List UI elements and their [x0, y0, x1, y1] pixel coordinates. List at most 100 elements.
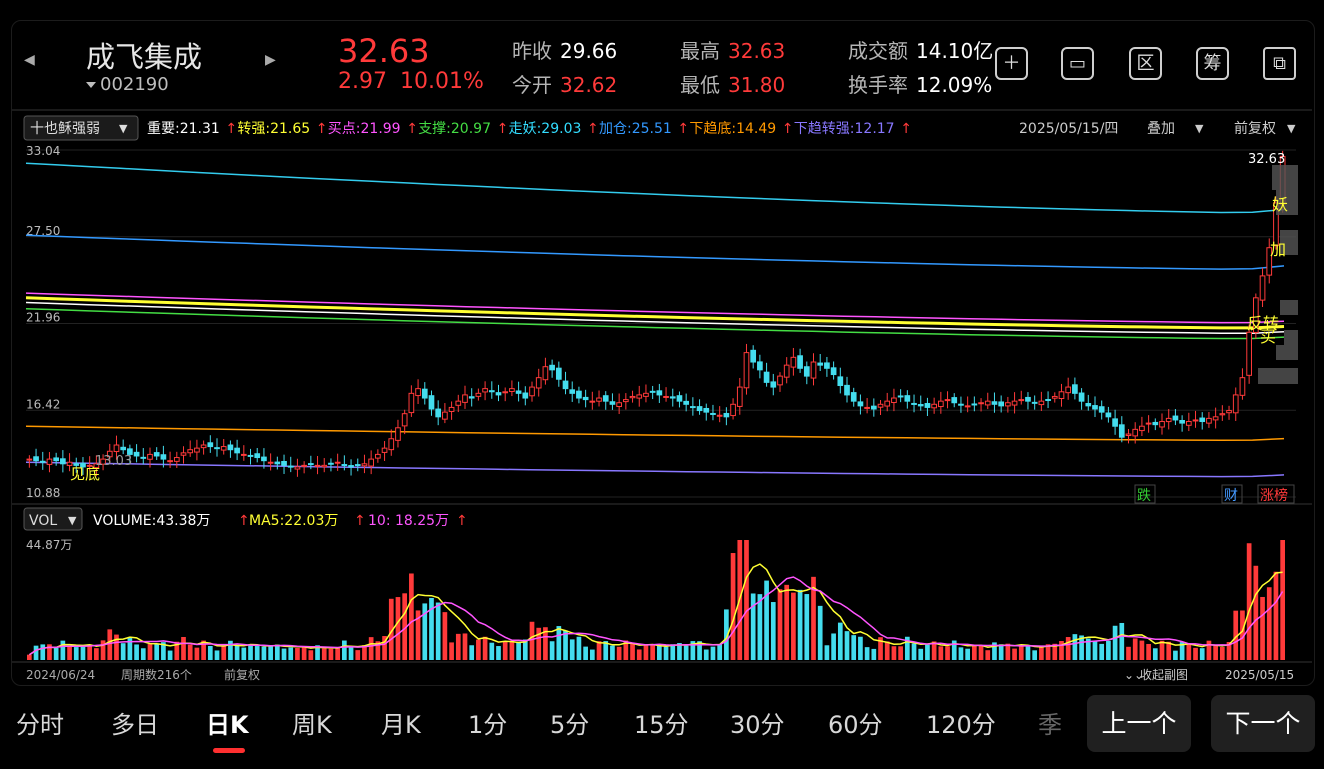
prev-stock-icon[interactable]: ◀ [24, 52, 35, 68]
candle-body [1018, 399, 1025, 402]
candle-body [810, 361, 817, 379]
candle-body [1078, 392, 1085, 402]
turnover-amount: 成交额 14.10亿 [848, 35, 993, 64]
bottom-tag-box [1134, 484, 1156, 504]
tab-8[interactable]: 30分 [730, 711, 785, 739]
volume-bar [1240, 610, 1245, 660]
candle-body [911, 402, 917, 405]
candle-body [656, 390, 663, 396]
bottom-tag-box [1221, 484, 1243, 504]
volume-bar [1005, 643, 1011, 660]
tab-2[interactable]: 日K [206, 711, 249, 739]
candle-body [381, 447, 388, 453]
indicator-3: 支撑:20.97 [418, 121, 491, 137]
candle-body [683, 400, 690, 405]
volume-bar [958, 647, 964, 660]
volume-bar [308, 650, 314, 660]
candle-body [609, 401, 616, 405]
tab-5[interactable]: 1分 [468, 711, 508, 739]
volume-bar [630, 642, 635, 660]
volume-bar [1260, 596, 1265, 660]
candle-body [817, 362, 824, 366]
volume-bar [623, 640, 629, 660]
candle-body [1005, 402, 1011, 407]
tab-6[interactable]: 5分 [550, 711, 590, 739]
volume-bar [167, 650, 173, 660]
volume-bar [402, 593, 408, 660]
candle-body [1165, 417, 1172, 423]
chip-profile-bar [1276, 345, 1298, 360]
volume-bar [489, 642, 495, 660]
volume-bar [395, 597, 401, 660]
candle-body [924, 403, 931, 408]
candle-body [1098, 406, 1105, 413]
volume-bar [449, 642, 454, 660]
screen-icon[interactable]: ▭ [1061, 47, 1094, 80]
kline-chart[interactable]: 十也稣强弱 ▼ 重要:21.31 ↑ 转强:21.65 ↑ 买点:21.99 ↑ 支撑:20.9… [0, 0, 1324, 690]
prev-close-label: 昨收 [512, 39, 552, 63]
candle-body [783, 364, 790, 378]
multi-window-icon[interactable]: ⧉ [1263, 47, 1296, 80]
volume-bar [1199, 648, 1205, 660]
prev-close-value: 29.66 [560, 39, 618, 63]
candle-body [482, 388, 488, 393]
last-price-label: 32.63 [1248, 152, 1285, 167]
chip-profile-bar [1258, 368, 1298, 384]
volume-bar [837, 622, 843, 660]
volume-bar [194, 647, 200, 660]
volume-bar [147, 644, 153, 660]
vol-up-arrow-icon: ↑ [238, 513, 250, 529]
volume-bar [898, 646, 903, 660]
bottom-tag-box [1257, 484, 1295, 504]
candle-body [133, 451, 140, 457]
candle-body [622, 399, 629, 403]
candle-body [1172, 415, 1179, 421]
volume-bar [100, 640, 106, 660]
candle-body [649, 390, 656, 393]
indicator-line-7 [25, 461, 1285, 478]
volume-bar [663, 646, 669, 660]
volume-bar [864, 647, 870, 660]
zone-icon[interactable]: 区 [1129, 47, 1162, 80]
indicator-5: 加仓:25.51 [599, 121, 672, 137]
indicator-line-3 [25, 296, 1285, 330]
volume-bar [435, 602, 441, 660]
tab-1[interactable]: 多日 [111, 711, 159, 739]
candle-body [274, 461, 281, 465]
tab-9[interactable]: 60分 [828, 711, 883, 739]
prev-button[interactable]: 上一个 [1087, 695, 1191, 752]
candle-body [978, 402, 984, 405]
candle-body [153, 452, 160, 457]
tab-7[interactable]: 15分 [634, 711, 689, 739]
tab-3[interactable]: 周K [292, 711, 332, 739]
volume-bar [134, 644, 139, 660]
candle-body [354, 464, 361, 467]
volume-bar [710, 646, 716, 660]
tab-0[interactable]: 分时 [16, 711, 64, 739]
volume-bar [1099, 643, 1105, 660]
volume-bar [114, 634, 119, 660]
next-button[interactable]: 下一个 [1211, 695, 1315, 752]
start-date: 2024/06/24 [26, 668, 95, 682]
volume-bar [757, 594, 763, 660]
volume-bar [992, 642, 997, 660]
tab-11[interactable]: 季 [1038, 711, 1062, 739]
volume-bar [482, 636, 488, 660]
candle-body [703, 407, 710, 413]
next-stock-icon[interactable]: ▶ [265, 52, 276, 68]
candle-body [287, 465, 294, 468]
volume-bar [556, 626, 562, 660]
stock-code[interactable]: 002190 [86, 74, 169, 95]
chart-date: 2025/05/15/四 [1019, 121, 1118, 137]
plus-box-icon[interactable]: ＋ [995, 47, 1028, 80]
candle-body [368, 458, 375, 467]
turnover-rate-value: 12.09% [916, 73, 993, 97]
stock-name[interactable]: 成飞集成 [86, 40, 203, 74]
tab-4[interactable]: 月K [381, 711, 421, 739]
open-value: 32.62 [560, 73, 618, 97]
volume-bar [657, 645, 662, 660]
candle-body [1011, 400, 1018, 406]
chips-icon[interactable]: 筹 [1196, 47, 1229, 80]
tab-10[interactable]: 120分 [926, 711, 996, 739]
candle-body [173, 457, 180, 462]
